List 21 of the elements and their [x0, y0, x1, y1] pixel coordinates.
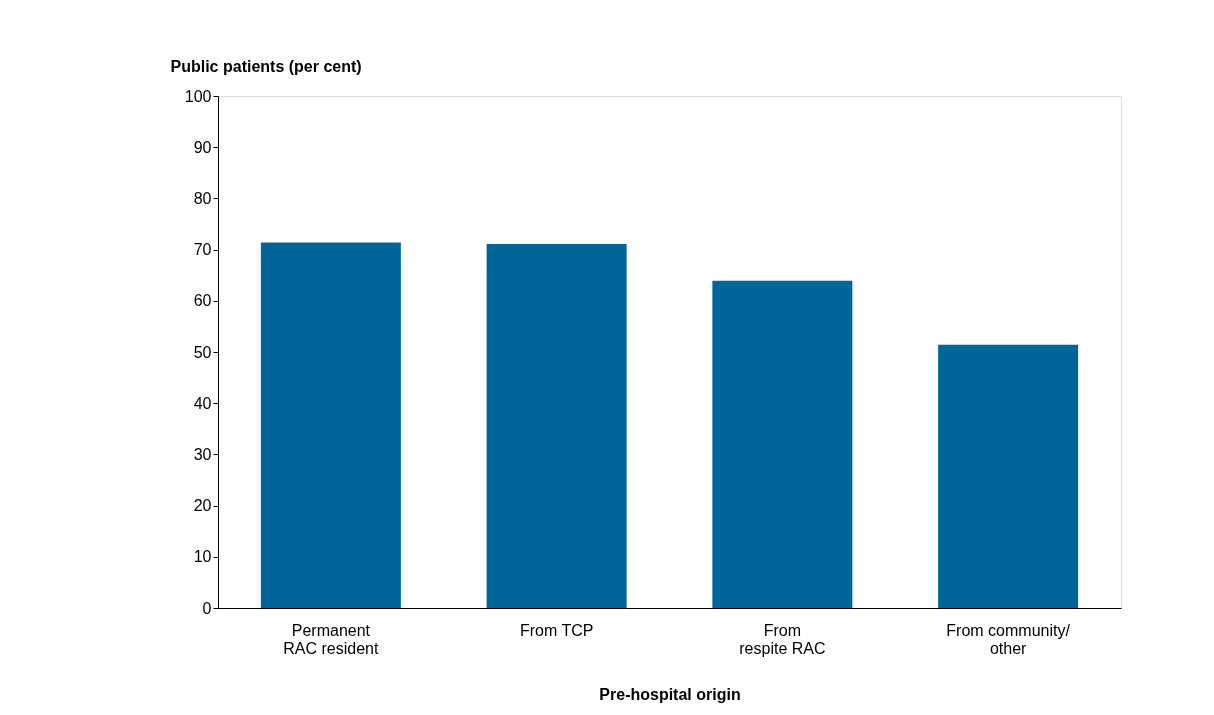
x-tick-label: Permanent RAC resident [283, 621, 379, 657]
y-tick-label: 60 [193, 292, 212, 310]
y-tick-label: 90 [193, 138, 212, 156]
bar [712, 280, 853, 608]
y-tick-label: 10 [193, 548, 212, 566]
y-axis-title: Public patients (per cent) [170, 57, 362, 75]
y-tick-label: 0 [202, 599, 212, 617]
y-tick-label: 30 [193, 445, 212, 463]
x-axis-title: Pre-hospital origin [599, 685, 741, 703]
bar [938, 344, 1079, 608]
y-tick-label: 100 [184, 87, 212, 105]
x-tick-label: From community/ other [946, 621, 1071, 657]
bar [486, 243, 627, 608]
y-tick-label: 50 [193, 343, 212, 361]
y-tick-label: 70 [193, 241, 212, 259]
y-tick-label: 20 [193, 497, 212, 515]
x-tick-label: From TCP [519, 621, 594, 639]
y-tick-label: 80 [193, 189, 212, 207]
y-tick-label: 40 [193, 394, 212, 412]
x-tick-label: From respite RAC [739, 621, 826, 657]
bar [260, 242, 401, 608]
